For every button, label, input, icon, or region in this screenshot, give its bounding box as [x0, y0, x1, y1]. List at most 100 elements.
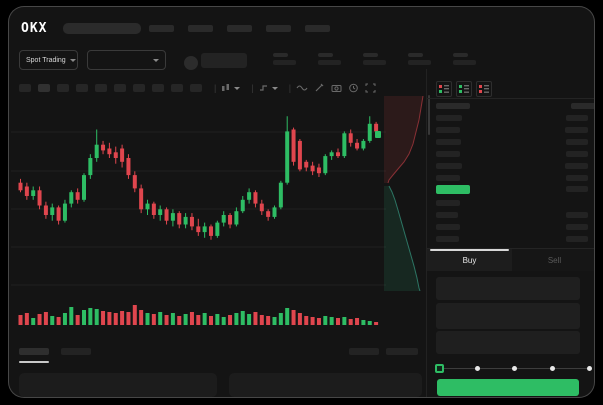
divider: |: [251, 83, 254, 93]
bid-row[interactable]: [427, 197, 594, 209]
draw-tool-icon[interactable]: [314, 83, 325, 93]
divider: [427, 98, 594, 99]
candle-style-button[interactable]: [221, 83, 241, 93]
ask-row[interactable]: [427, 112, 594, 124]
divider: [427, 248, 594, 249]
divider: |: [288, 83, 292, 93]
amount-placeholder: [565, 163, 588, 169]
bid-row[interactable]: [427, 233, 594, 245]
order-price-field[interactable]: [436, 277, 580, 300]
price-placeholder: [436, 139, 461, 145]
market-type-label: Spot Trading: [26, 56, 66, 64]
chevron-down-icon: [69, 58, 76, 62]
chevron-down-icon: [234, 86, 241, 90]
amount-placeholder: [566, 224, 588, 230]
trade-tabs: Buy Sell: [427, 249, 594, 271]
overlay-style-button[interactable]: [259, 83, 278, 93]
divider: |: [214, 83, 217, 93]
slider-stop-dot[interactable]: [549, 366, 555, 371]
screenshot-icon[interactable]: [331, 83, 342, 93]
ask-row[interactable]: [427, 172, 594, 184]
slider-stop-dot[interactable]: [512, 366, 517, 371]
book-combined-icon[interactable]: [436, 81, 452, 97]
sell-tab-label: Sell: [547, 255, 562, 265]
interval-button[interactable]: [114, 84, 126, 92]
slider-handle[interactable]: [435, 364, 444, 373]
buy-submit-button[interactable]: [437, 379, 579, 396]
orderbook-panel: Buy Sell: [426, 69, 594, 397]
order-amount-field[interactable]: [436, 303, 580, 329]
amount-placeholder: [566, 186, 588, 192]
interval-button[interactable]: [171, 84, 183, 92]
interval-button[interactable]: [19, 84, 31, 92]
active-tab-underline: [19, 361, 49, 363]
indicator-wave-icon[interactable]: [296, 83, 308, 93]
interval-button[interactable]: [38, 84, 50, 92]
active-tab-indicator: [430, 249, 509, 251]
price-column-header: [436, 103, 470, 109]
sell-tab[interactable]: Sell: [512, 249, 594, 271]
nav-item[interactable]: [227, 25, 252, 32]
pair-action-button[interactable]: [201, 53, 247, 68]
fullscreen-icon[interactable]: [365, 83, 376, 93]
bottom-right-control[interactable]: [386, 348, 418, 355]
chevron-down-icon: [153, 58, 159, 62]
ticker-stat: [273, 53, 296, 65]
bottom-tab[interactable]: [61, 348, 91, 355]
market-type-selector[interactable]: Spot Trading: [19, 50, 78, 70]
interval-button[interactable]: [152, 84, 164, 92]
order-total-field[interactable]: [436, 331, 580, 354]
amount-placeholder: [566, 212, 588, 218]
ticker-stats: [273, 53, 476, 65]
price-placeholder: [436, 200, 460, 206]
scrollbar[interactable]: [428, 95, 430, 135]
coin-icon: [184, 56, 198, 70]
price-placeholder: [436, 224, 460, 230]
bottom-tab-active[interactable]: [19, 348, 49, 363]
price-placeholder: [436, 127, 460, 133]
interval-button[interactable]: [190, 84, 202, 92]
amount-slider-track[interactable]: [435, 364, 592, 373]
nav-item[interactable]: [305, 25, 330, 32]
chart-toolbar: | | |: [19, 83, 382, 93]
bid-row[interactable]: [427, 209, 594, 221]
orderbook-asks: [427, 112, 594, 184]
price-placeholder: [436, 163, 462, 169]
ticker-stat: [408, 53, 431, 65]
nav-item[interactable]: [266, 25, 291, 32]
ask-row[interactable]: [427, 136, 594, 148]
search-input[interactable]: [63, 23, 141, 34]
orderbook-view-toggles: [436, 81, 492, 97]
orderbook-last-price-row[interactable]: [427, 183, 594, 195]
ask-row[interactable]: [427, 148, 594, 160]
orderbook-bids: [427, 197, 594, 245]
book-bids-icon[interactable]: [456, 81, 472, 97]
interval-button[interactable]: [57, 84, 69, 92]
ticker-stat: [453, 53, 476, 65]
pair-selector[interactable]: [87, 50, 166, 70]
interval-button[interactable]: [133, 84, 145, 92]
slider-stop-dot[interactable]: [474, 366, 480, 371]
okx-logo[interactable]: OKX: [21, 21, 48, 36]
nav-item[interactable]: [149, 25, 174, 32]
last-price-row[interactable]: [427, 183, 594, 195]
bid-row[interactable]: [427, 221, 594, 233]
interval-buttons: [19, 84, 209, 92]
price-placeholder: [436, 151, 460, 157]
nav-item[interactable]: [188, 25, 213, 32]
bottom-right-control[interactable]: [349, 348, 379, 355]
candlestick-chart[interactable]: [11, 101, 386, 291]
top-nav: [149, 25, 330, 32]
slider-stop-dot[interactable]: [587, 366, 592, 371]
ask-row[interactable]: [427, 124, 594, 136]
volume-chart[interactable]: [11, 299, 386, 327]
ticker-stat: [363, 53, 386, 65]
price-placeholder: [436, 212, 458, 218]
price-placeholder: [436, 175, 460, 181]
ask-row[interactable]: [427, 160, 594, 172]
history-icon[interactable]: [348, 83, 359, 93]
book-asks-icon[interactable]: [476, 81, 492, 97]
buy-tab[interactable]: Buy: [427, 249, 512, 271]
interval-button[interactable]: [95, 84, 107, 92]
interval-button[interactable]: [76, 84, 88, 92]
